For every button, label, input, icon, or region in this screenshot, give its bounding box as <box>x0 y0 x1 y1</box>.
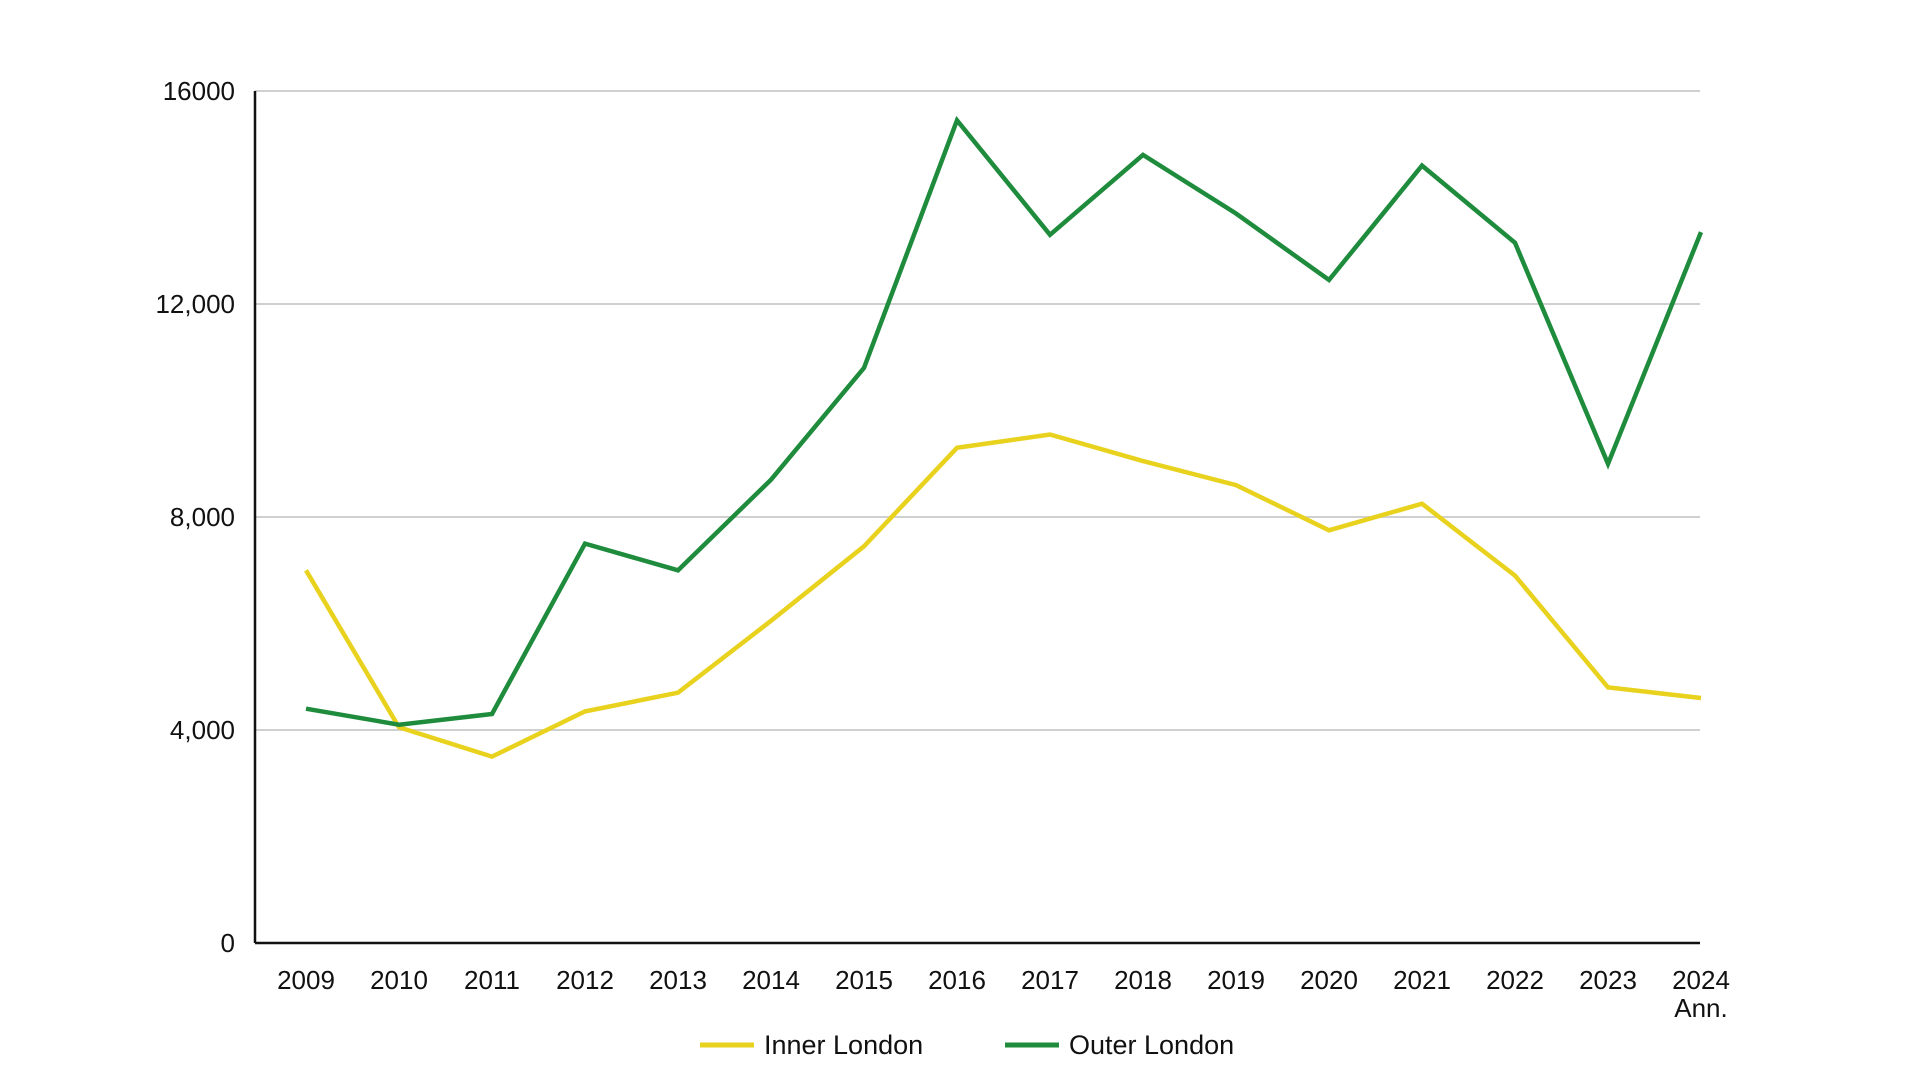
x-tick-label: 2017 <box>1021 965 1079 995</box>
y-tick-label: 8,000 <box>170 502 235 532</box>
y-tick-label: 0 <box>221 928 235 958</box>
x-tick-label: 2009 <box>277 965 335 995</box>
legend-label: Outer London <box>1069 1030 1234 1060</box>
x-tick-label: 2020 <box>1300 965 1358 995</box>
y-tick-label: 4,000 <box>170 715 235 745</box>
x-tick-label: 2014 <box>742 965 800 995</box>
x-tick-label: 2010 <box>370 965 428 995</box>
x-tick-label: 2023 <box>1579 965 1637 995</box>
x-tick-label: 2022 <box>1486 965 1544 995</box>
x-tick-label: 2021 <box>1393 965 1451 995</box>
x-tick-label: 2019 <box>1207 965 1265 995</box>
x-tick-label: 2013 <box>649 965 707 995</box>
x-tick-label: 2018 <box>1114 965 1172 995</box>
x-tick-label: 2012 <box>556 965 614 995</box>
x-tick-label: 2016 <box>928 965 986 995</box>
x-tick-label: 2024 <box>1672 965 1730 995</box>
legend-label: Inner London <box>764 1030 923 1060</box>
series-line-outer-london <box>305 115 1704 727</box>
y-tick-label: 16000 <box>163 76 235 106</box>
gridlines <box>255 90 1700 731</box>
x-tick-label: 2011 <box>464 965 520 995</box>
axes <box>253 91 1700 945</box>
y-tick-labels: 0 4,000 8,000 12,000 16000 <box>155 76 235 958</box>
x-tick-labels: 2009 2010 2011 2012 2013 2014 2015 2016 2017 2018… <box>277 965 1730 1023</box>
series-line-inner-london <box>304 432 1702 760</box>
x-tick-sublabel: Ann. <box>1674 993 1728 1023</box>
x-tick-label: 2015 <box>835 965 893 995</box>
legend: Inner London Outer London <box>700 1030 1234 1060</box>
series-lines <box>304 115 1704 760</box>
y-tick-label: 12,000 <box>155 289 235 319</box>
